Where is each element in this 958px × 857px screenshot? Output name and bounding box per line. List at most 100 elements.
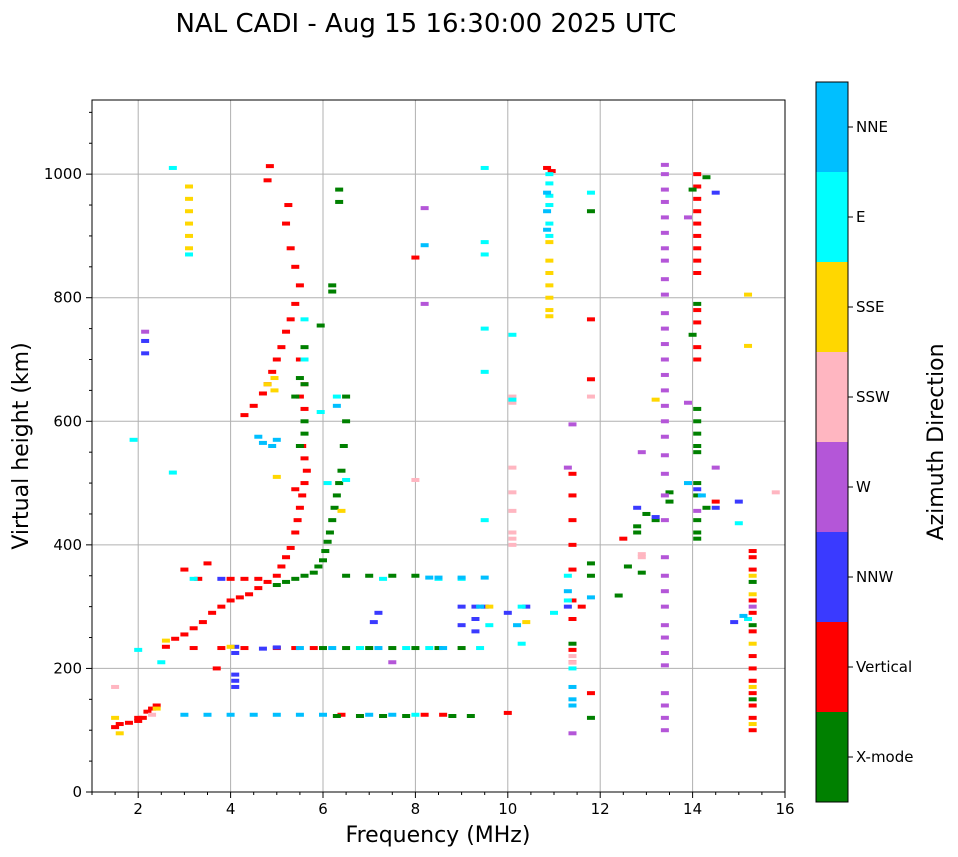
data-point <box>660 246 669 251</box>
data-point <box>115 722 124 727</box>
data-point <box>586 561 595 566</box>
x-axis-ticks: 2 4 6 8 10 12 14 16 <box>91 792 795 818</box>
data-point <box>619 536 628 541</box>
data-point <box>568 617 577 621</box>
data-point <box>586 377 595 382</box>
data-point <box>300 317 309 322</box>
data-point <box>420 301 429 306</box>
data-point <box>316 410 325 415</box>
data-point <box>748 697 757 702</box>
data-point <box>568 660 577 665</box>
data-point <box>633 505 642 510</box>
data-point <box>235 595 244 600</box>
data-point <box>748 623 757 628</box>
y-tick-label: 400 <box>53 536 82 554</box>
data-point <box>457 575 466 580</box>
x-tick-label: 14 <box>683 800 702 818</box>
data-point <box>711 190 720 195</box>
data-point <box>683 215 692 220</box>
data-point <box>748 579 757 584</box>
data-point <box>480 604 489 609</box>
data-point <box>660 292 669 297</box>
data-point <box>240 413 249 418</box>
data-point <box>660 162 669 167</box>
data-point <box>411 573 420 578</box>
data-point <box>291 301 300 306</box>
series-nnw <box>141 190 743 689</box>
data-point <box>231 650 240 655</box>
data-point <box>291 487 300 492</box>
data-point <box>272 712 281 717</box>
data-point <box>660 635 669 640</box>
data-point <box>471 604 480 609</box>
data-point <box>277 345 286 350</box>
data-point <box>152 703 161 708</box>
data-point <box>295 646 304 651</box>
series-x-mode <box>272 175 757 720</box>
data-point <box>180 632 189 637</box>
data-point <box>688 187 697 192</box>
data-point <box>660 589 669 594</box>
data-point <box>263 382 272 387</box>
data-point <box>335 481 344 486</box>
data-point <box>748 555 757 560</box>
data-point <box>711 499 720 504</box>
data-point <box>508 465 517 470</box>
data-point <box>411 646 420 651</box>
data-point <box>744 343 753 348</box>
data-point <box>683 481 692 486</box>
data-point <box>748 715 757 720</box>
colorbar-category-label: Vertical <box>856 658 912 676</box>
data-point <box>111 684 120 689</box>
data-point <box>480 518 489 523</box>
data-point <box>693 209 702 214</box>
data-point <box>660 388 669 393</box>
data-point <box>660 728 669 733</box>
data-point <box>319 558 327 563</box>
data-point <box>425 575 434 580</box>
data-point <box>702 505 711 510</box>
data-point <box>448 714 457 719</box>
data-point <box>623 564 632 569</box>
data-point <box>563 598 572 603</box>
data-point <box>411 477 420 482</box>
data-point <box>660 518 669 523</box>
data-point <box>321 549 330 554</box>
colorbar-swatch <box>816 352 848 442</box>
data-point <box>660 187 669 192</box>
data-point <box>374 646 383 651</box>
data-point <box>702 175 711 180</box>
data-point <box>771 490 780 495</box>
data-point <box>282 555 291 560</box>
data-point <box>300 419 309 424</box>
data-point <box>503 710 512 715</box>
colorbar-swatch <box>816 442 848 532</box>
data-point <box>697 493 706 498</box>
data-point <box>258 440 267 445</box>
data-point <box>388 712 397 717</box>
data-point <box>300 357 309 362</box>
data-point <box>379 576 388 581</box>
data-point <box>325 530 334 535</box>
data-point <box>633 530 642 535</box>
data-point <box>693 172 702 177</box>
data-point <box>138 715 147 720</box>
data-point <box>282 221 291 226</box>
data-point <box>286 545 295 550</box>
data-point <box>189 576 198 581</box>
colorbar-category-label: NNW <box>856 568 893 586</box>
colorbar-category-label: E <box>856 208 865 226</box>
data-point <box>374 610 383 615</box>
data-point <box>217 576 226 581</box>
data-point <box>323 481 332 486</box>
x-tick-label: 4 <box>226 800 236 818</box>
data-point <box>660 471 669 476</box>
data-point <box>545 314 554 319</box>
data-point <box>693 536 702 541</box>
data-point <box>693 221 702 226</box>
data-point <box>185 221 194 226</box>
data-point <box>734 521 743 526</box>
data-point <box>748 567 757 572</box>
data-point <box>660 326 669 331</box>
data-point <box>660 258 669 263</box>
